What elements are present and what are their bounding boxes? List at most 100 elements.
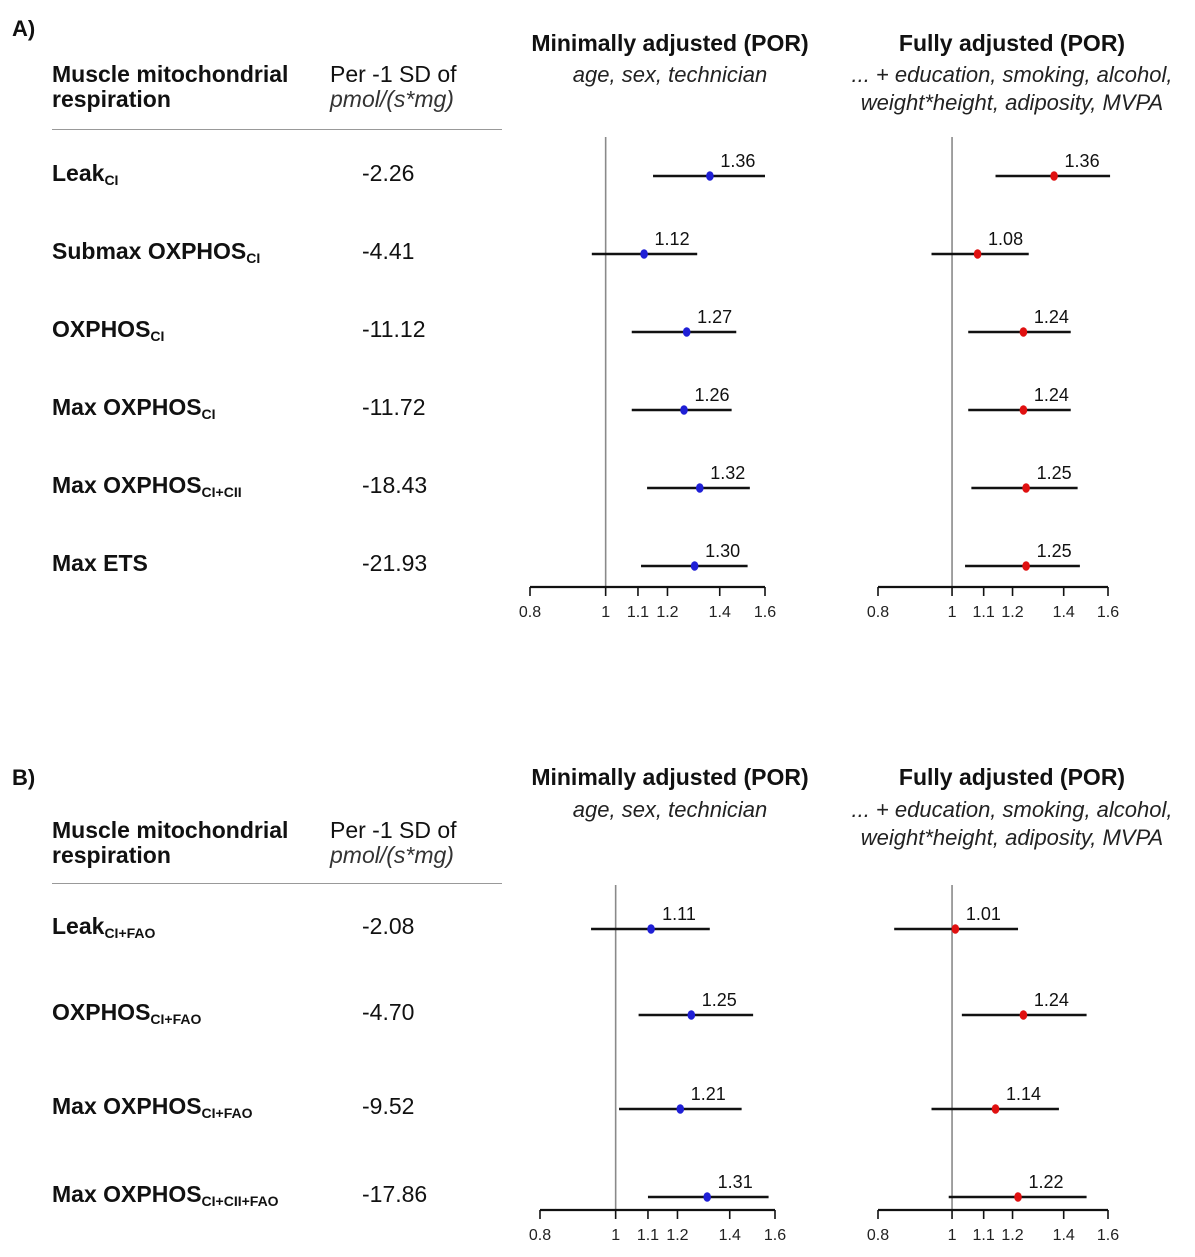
x-tick-label: 1.4 bbox=[1053, 1227, 1075, 1244]
header-separator bbox=[52, 883, 502, 884]
row-label-subscript: CI+FAO bbox=[201, 1105, 253, 1121]
x-tick-label: 1.1 bbox=[637, 1227, 659, 1244]
point-estimate bbox=[680, 405, 688, 415]
row-label-name: Leak bbox=[52, 160, 105, 186]
column-header-line2: respiration bbox=[52, 842, 171, 868]
forest-subtitle-line: age, sex, technician bbox=[572, 62, 768, 87]
x-tick-label: 1.6 bbox=[764, 1227, 786, 1244]
x-tick-label: 1.6 bbox=[1097, 1227, 1119, 1244]
x-tick-label: 0.8 bbox=[529, 1227, 551, 1244]
row-label-name: OXPHOS bbox=[52, 999, 151, 1025]
panel-label: B) bbox=[12, 765, 36, 790]
forest-title-full: Fully adjusted (POR) bbox=[898, 764, 1126, 790]
row-label-subscript: CI bbox=[201, 406, 216, 422]
panel-b: B) Muscle mitochondrial respiration Per … bbox=[0, 735, 1195, 1257]
x-tick-label: 0.8 bbox=[519, 604, 541, 621]
estimate-label: 1.36 bbox=[720, 151, 755, 171]
row-label-subscript: CI bbox=[246, 250, 261, 266]
estimate-label: 1.21 bbox=[691, 1084, 726, 1104]
estimate-label: 1.24 bbox=[1034, 385, 1069, 405]
per-sd-header: Per -1 SD of pmol/(s*mg) bbox=[330, 62, 510, 112]
forest-subtitle-line: ... + education, smoking, alcohol, bbox=[851, 797, 1173, 822]
forest-title-full: Fully adjusted (POR) bbox=[898, 30, 1126, 56]
row-label-name: Max ETS bbox=[52, 550, 148, 576]
row-label-name: Max OXPHOS bbox=[52, 1093, 202, 1119]
estimate-label: 1.01 bbox=[966, 904, 1001, 924]
estimate-label: 1.24 bbox=[1034, 990, 1069, 1010]
row-per-sd-value: -4.41 bbox=[362, 238, 415, 264]
x-tick-label: 1 bbox=[948, 1227, 957, 1244]
row-per-sd-value: -2.08 bbox=[362, 913, 415, 939]
x-tick-label: 1.4 bbox=[709, 604, 731, 621]
x-tick-label: 1.4 bbox=[1053, 604, 1075, 621]
estimate-label: 1.25 bbox=[1037, 541, 1072, 561]
per-sd-header: Per -1 SD of pmol/(s*mg) bbox=[330, 818, 510, 868]
x-tick-label: 1.2 bbox=[666, 1227, 688, 1244]
row-label: Max OXPHOSCI+FAO bbox=[52, 1093, 253, 1121]
x-tick-label: 1.4 bbox=[719, 1227, 741, 1244]
row-label: Max ETS bbox=[52, 550, 148, 577]
row-label-subscript: CI+FAO bbox=[150, 1011, 202, 1027]
row-per-sd-value: -18.43 bbox=[362, 472, 428, 498]
per-sd-header-unit: pmol/(s*mg) bbox=[330, 842, 454, 868]
x-tick-label: 1.6 bbox=[1097, 604, 1119, 621]
row-label-name: OXPHOS bbox=[52, 316, 151, 342]
x-tick-label: 1 bbox=[601, 604, 610, 621]
x-tick-label: 1.6 bbox=[754, 604, 776, 621]
point-estimate bbox=[1050, 171, 1058, 181]
point-estimate bbox=[1019, 1010, 1028, 1020]
per-sd-header-unit: pmol/(s*mg) bbox=[330, 86, 454, 112]
row-label: Max OXPHOSCI+CII bbox=[52, 472, 242, 500]
forest-plot-minimal: 0.8 1 1.1 1.2 1.4 1.6 1.11 1.25 1.21 1.31 bbox=[529, 885, 786, 1244]
row-label: Max OXPHOSCI+CII+FAO bbox=[52, 1181, 279, 1209]
row-label: Max OXPHOSCI bbox=[52, 394, 216, 422]
point-estimate bbox=[682, 327, 691, 337]
point-estimate bbox=[647, 924, 655, 934]
point-estimate bbox=[973, 249, 982, 259]
forest-subtitle-line: ... + education, smoking, alcohol, bbox=[851, 62, 1173, 87]
estimate-label: 1.36 bbox=[1065, 151, 1100, 171]
estimate-label: 1.27 bbox=[697, 307, 732, 327]
estimate-label: 1.26 bbox=[694, 385, 729, 405]
estimate-label: 1.31 bbox=[718, 1172, 753, 1192]
row-per-sd-value: -11.72 bbox=[362, 394, 426, 420]
row-label-subscript: CI+CII bbox=[201, 484, 242, 500]
estimate-label: 1.08 bbox=[988, 229, 1023, 249]
row-label: LeakCI+FAO bbox=[52, 913, 155, 941]
per-sd-header-line1: Per -1 SD of bbox=[330, 817, 457, 843]
point-estimate bbox=[640, 249, 648, 259]
row-label: OXPHOSCI+FAO bbox=[52, 999, 201, 1027]
x-tick-label: 1.2 bbox=[1001, 1227, 1023, 1244]
column-header: Muscle mitochondrial respiration bbox=[52, 62, 332, 112]
estimate-label: 1.24 bbox=[1034, 307, 1069, 327]
column-header-line2: respiration bbox=[52, 86, 171, 112]
estimate-label: 1.25 bbox=[1037, 463, 1072, 483]
per-sd-header-line1: Per -1 SD of bbox=[330, 61, 457, 87]
forest-plot-minimal: 0.8 1 1.1 1.2 1.4 1.6 1.36 1.12 1.27 1.26 1.32 1.30 bbox=[519, 137, 776, 621]
point-estimate bbox=[1014, 1192, 1022, 1202]
row-per-sd-value: -4.70 bbox=[362, 999, 415, 1025]
forest-subtitle-full: ... + education, smoking, alcohol, weigh… bbox=[822, 796, 1195, 852]
point-estimate bbox=[1022, 483, 1030, 493]
point-estimate bbox=[703, 1192, 712, 1202]
column-header: Muscle mitochondrial respiration bbox=[52, 818, 332, 868]
x-tick-label: 1.2 bbox=[1001, 604, 1023, 621]
estimate-label: 1.14 bbox=[1006, 1084, 1041, 1104]
point-estimate bbox=[676, 1104, 685, 1114]
estimate-label: 1.12 bbox=[655, 229, 690, 249]
row-label-name: Submax OXPHOS bbox=[52, 238, 247, 264]
forest-subtitle-line: weight*height, adiposity, MVPA bbox=[860, 825, 1164, 850]
point-estimate bbox=[951, 924, 960, 934]
forest-subtitle-minimal: age, sex, technician bbox=[510, 796, 830, 824]
point-estimate bbox=[687, 1010, 696, 1020]
x-tick-label: 0.8 bbox=[867, 604, 889, 621]
forest-subtitle-minimal: age, sex, technician bbox=[510, 61, 830, 89]
column-header-line1: Muscle mitochondrial bbox=[52, 61, 289, 87]
point-estimate bbox=[690, 561, 699, 571]
x-tick-label: 1.1 bbox=[973, 1227, 995, 1244]
row-per-sd-value: -17.86 bbox=[362, 1181, 428, 1207]
x-tick-label: 1.1 bbox=[627, 604, 649, 621]
row-per-sd-value: -9.52 bbox=[362, 1093, 415, 1119]
point-estimate bbox=[991, 1104, 1000, 1114]
point-estimate bbox=[1019, 327, 1028, 337]
